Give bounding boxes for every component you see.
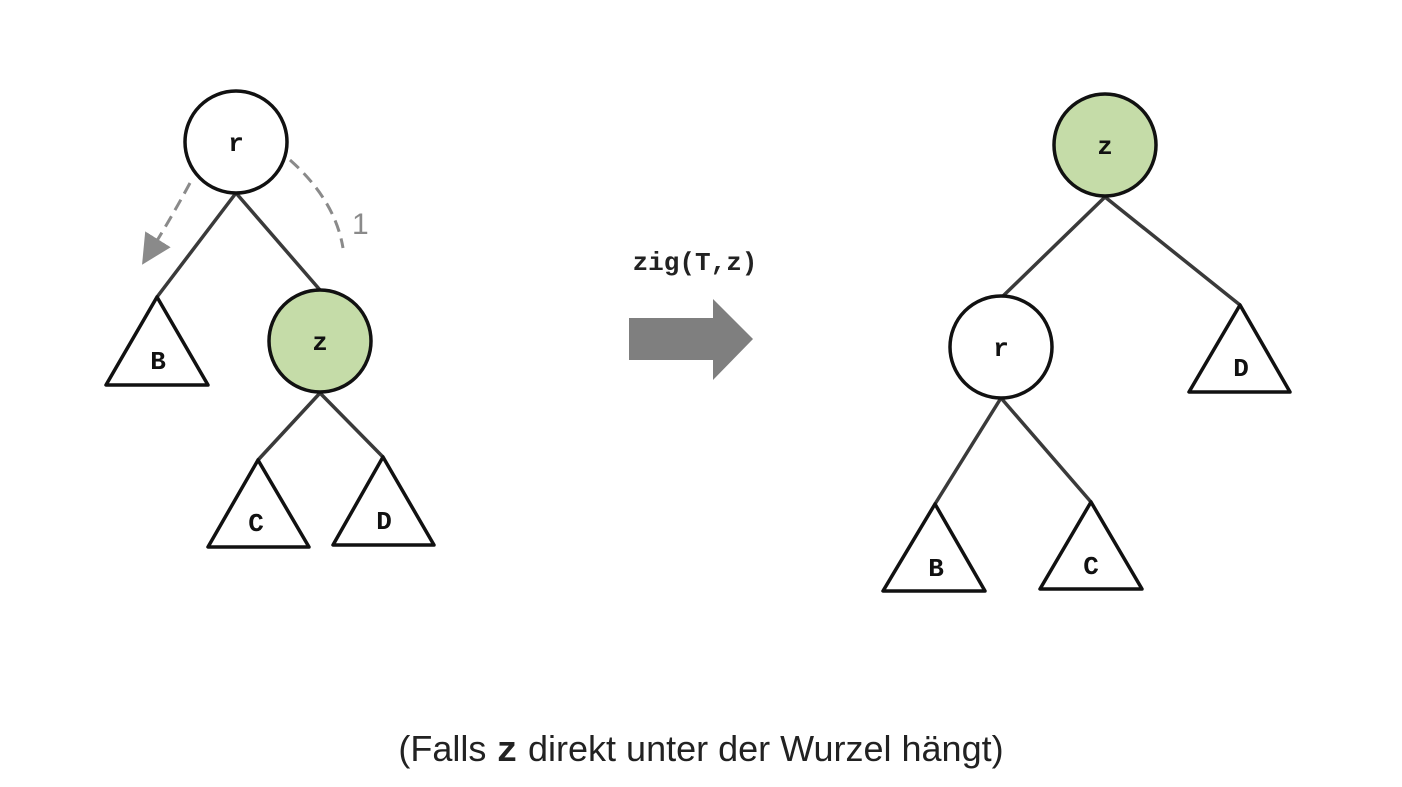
caption-prefix: (Falls [398, 728, 497, 769]
subtree-b [104, 295, 210, 387]
node-r-child-label: r [993, 334, 1009, 364]
node-r [183, 89, 289, 195]
right-tree: z r D B C [881, 92, 1292, 593]
subtree-c-label: C [248, 509, 264, 539]
subtree-d [331, 455, 436, 547]
caption-suffix: direkt unter der Wurzel hängt) [518, 728, 1004, 769]
node-z-new-root [1052, 92, 1158, 198]
edge-z-r [1001, 195, 1107, 298]
edge-z-c [256, 391, 322, 462]
transform-arrow [629, 299, 753, 380]
subtree-b-right-label: B [928, 554, 944, 584]
operation: zig(T,z) [629, 248, 757, 380]
rotation-hint-arc [289, 158, 345, 249]
subtree-d-right-label: D [1233, 354, 1249, 384]
rotation-step-label: 1 [352, 208, 369, 241]
edge-r-c-right [999, 396, 1093, 504]
node-z [267, 288, 373, 394]
operation-label: zig(T,z) [633, 248, 758, 278]
subtree-c-right-label: C [1083, 552, 1099, 582]
left-tree: 1 r z B C D [104, 89, 436, 549]
caption-code: z [496, 731, 519, 772]
edge-r-b [155, 191, 238, 299]
subtree-d-label: D [376, 507, 392, 537]
rotation-hint-arrow [142, 182, 192, 265]
edge-r-b-right [933, 397, 1003, 505]
subtree-b-label: B [150, 347, 166, 377]
node-z-label: z [312, 328, 328, 358]
subtree-d-right [1187, 303, 1292, 394]
node-r-label: r [228, 129, 244, 159]
subtree-c-right [1038, 500, 1144, 591]
node-z-new-root-label: z [1097, 132, 1113, 162]
caption: (Falls z direkt unter der Wurzel hängt) [0, 728, 1402, 772]
subtree-b-right [881, 502, 987, 593]
node-r-child [948, 294, 1054, 400]
edge-z-d-right [1103, 195, 1242, 307]
edge-r-z [234, 191, 322, 292]
edge-z-d [318, 391, 385, 459]
subtree-c [206, 458, 311, 549]
